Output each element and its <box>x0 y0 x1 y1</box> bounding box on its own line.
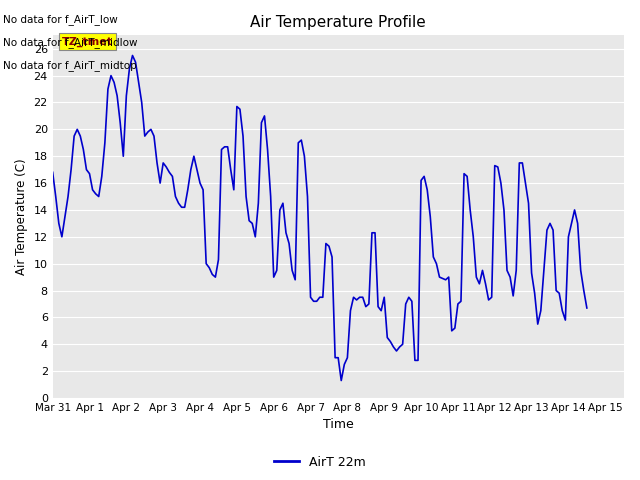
X-axis label: Time: Time <box>323 419 353 432</box>
Text: No data for f_AirT_midlow: No data for f_AirT_midlow <box>3 37 138 48</box>
Text: No data for f_AirT_low: No data for f_AirT_low <box>3 14 118 25</box>
Title: Air Temperature Profile: Air Temperature Profile <box>250 15 426 30</box>
Text: TZ_tmet: TZ_tmet <box>62 37 113 47</box>
Legend: AirT 22m: AirT 22m <box>269 451 371 474</box>
Y-axis label: Air Temperature (C): Air Temperature (C) <box>15 158 28 275</box>
Text: No data for f_AirT_midtop: No data for f_AirT_midtop <box>3 60 137 72</box>
